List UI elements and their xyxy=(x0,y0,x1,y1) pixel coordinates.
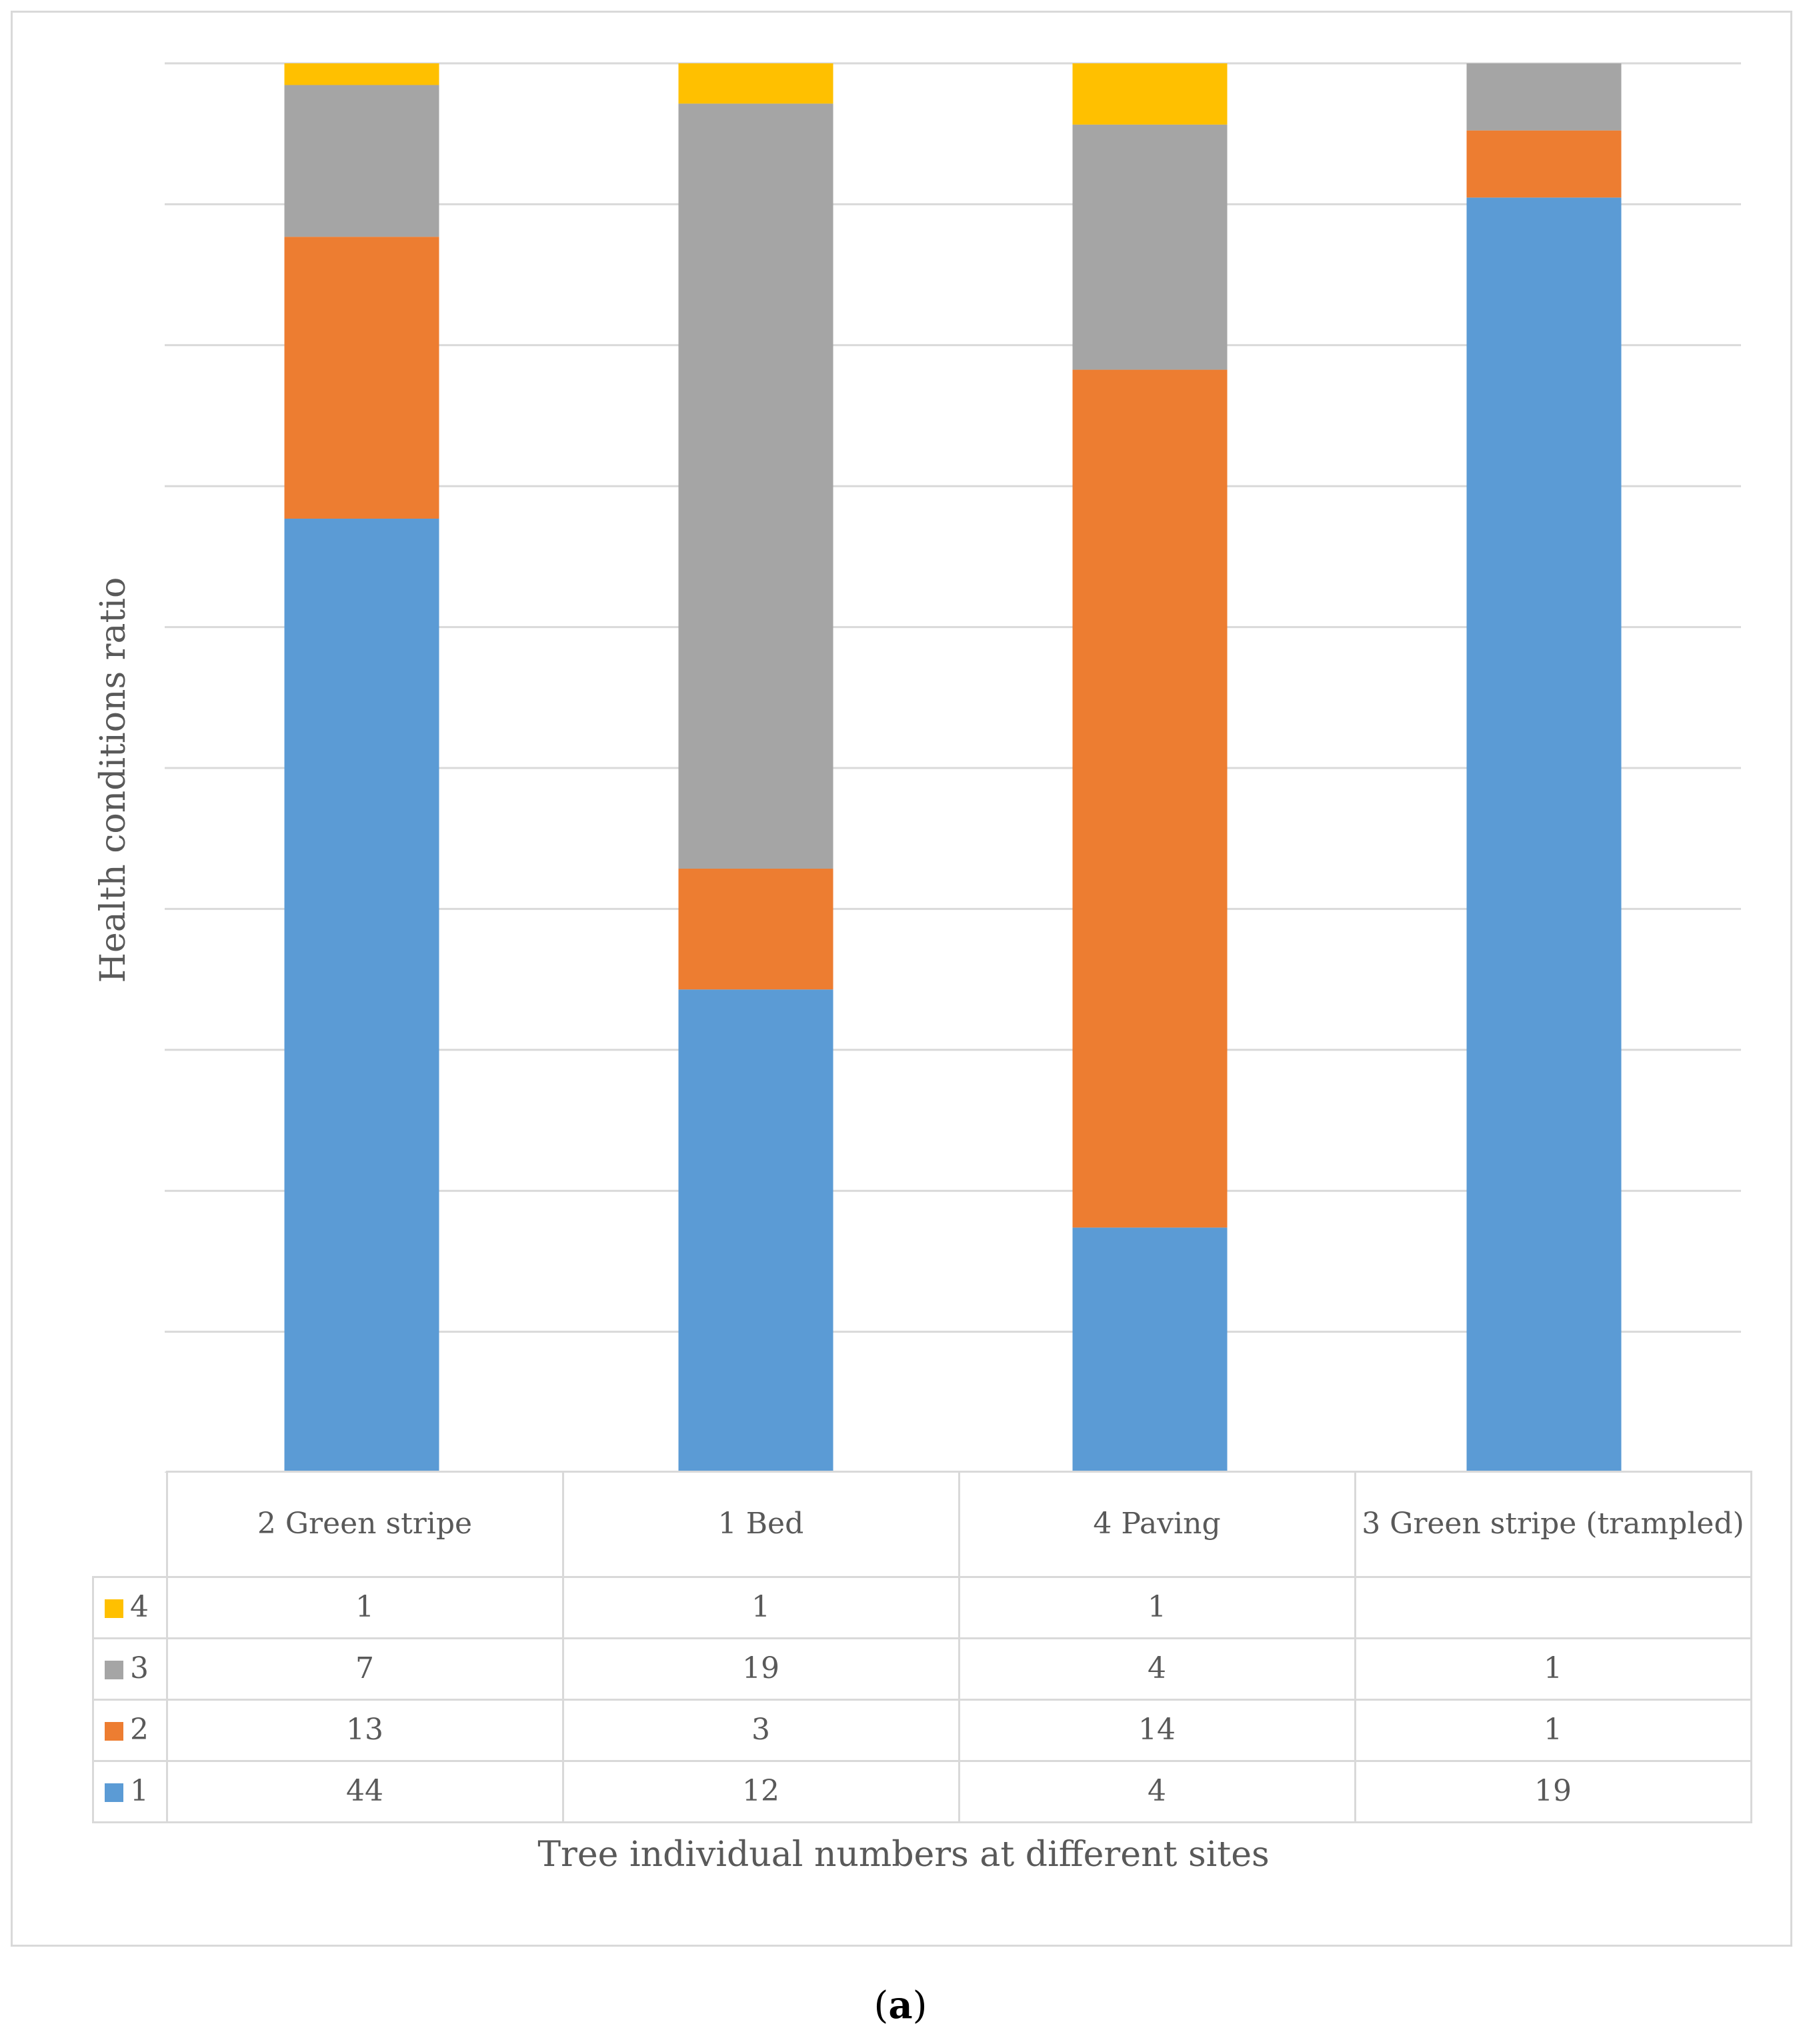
table-cell: 12 xyxy=(561,1760,960,1823)
legend-label: 2 xyxy=(130,1713,149,1747)
legend-label: 4 xyxy=(130,1590,149,1625)
table-header-cell: 1 Bed xyxy=(561,1471,960,1578)
table-cell: 14 xyxy=(958,1699,1356,1762)
table-header-cell: 3 Green stripe (trampled) xyxy=(1354,1471,1752,1578)
plot-area xyxy=(165,62,1741,1473)
table-cell xyxy=(1354,1576,1752,1639)
x-axis-label: Tree individual numbers at different sit… xyxy=(537,1835,1270,1875)
legend-label: 1 xyxy=(130,1774,149,1809)
legend-swatch xyxy=(105,1661,123,1680)
legend-swatch xyxy=(105,1599,123,1619)
table-cell: 19 xyxy=(1354,1760,1752,1823)
caption-letter: a xyxy=(888,1983,913,2027)
table-cell: 1 xyxy=(958,1576,1356,1639)
legend-label: 3 xyxy=(130,1651,149,1686)
legend-entry: 4 xyxy=(92,1576,168,1639)
y-axis-label: Health conditions ratio xyxy=(93,577,133,983)
bar-segment-3-series-3 xyxy=(1466,63,1622,131)
table-row: 1 44 12 4 19 xyxy=(92,1760,1752,1823)
legend-swatch xyxy=(105,1783,123,1803)
legend-swatch xyxy=(105,1722,123,1741)
table-header-row: 2 Green stripe 1 Bed 4 Paving 3 Green strip… xyxy=(93,1471,1752,1578)
figure-caption: (a) xyxy=(0,1983,1801,2027)
legend-entry: 1 xyxy=(92,1760,168,1823)
caption-close: ) xyxy=(912,1984,928,2027)
legend-entry: 2 xyxy=(92,1699,168,1762)
table-cell: 1 xyxy=(561,1576,960,1639)
bar-segment-2-series-4 xyxy=(1072,63,1228,125)
table-cell: 3 xyxy=(561,1699,960,1762)
bar-segment-3-series-2 xyxy=(1466,130,1622,198)
table-cell: 44 xyxy=(165,1760,564,1823)
table-cell: 4 xyxy=(958,1760,1356,1823)
bar-segment-0-series-2 xyxy=(284,237,439,519)
legend-entry: 3 xyxy=(92,1637,168,1701)
bar-segment-0-series-4 xyxy=(284,63,439,85)
table-body: 4 1 1 1 3 7 19 4 1 2 13 3 14 1 1 44 12 4 19 xyxy=(92,1576,1752,1823)
table-cell: 4 xyxy=(958,1637,1356,1701)
bar-segment-0-series-3 xyxy=(284,85,439,237)
table-header-cell: 4 Paving xyxy=(958,1471,1356,1578)
caption-open: ( xyxy=(873,1984,889,2027)
table-corner xyxy=(93,1471,168,1577)
bar-segment-1-series-3 xyxy=(678,103,833,869)
bar-segment-2-series-2 xyxy=(1072,369,1228,1228)
bar-segment-1-series-1 xyxy=(678,989,833,1473)
bar-segment-2-series-1 xyxy=(1072,1227,1228,1473)
data-table: 2 Green stripe 1 Bed 4 Paving 3 Green strip… xyxy=(92,1471,1752,1823)
bar-segment-0-series-1 xyxy=(284,518,439,1473)
table-cell: 1 xyxy=(165,1576,564,1639)
table-cell: 13 xyxy=(165,1699,564,1762)
table-cell: 1 xyxy=(1354,1637,1752,1701)
table-cell: 19 xyxy=(561,1637,960,1701)
table-row: 2 13 3 14 1 xyxy=(92,1699,1752,1762)
bar-segment-2-series-3 xyxy=(1072,124,1228,370)
table-header-cell: 2 Green stripe xyxy=(165,1471,564,1578)
bar-segment-1-series-4 xyxy=(678,63,833,104)
table-row: 3 7 19 4 1 xyxy=(92,1637,1752,1701)
table-cell: 7 xyxy=(165,1637,564,1701)
chart-frame: Health conditions ratio 2 Green stripe 1 … xyxy=(11,11,1792,1947)
bar-segment-1-series-2 xyxy=(678,869,833,990)
table-cell: 1 xyxy=(1354,1699,1752,1762)
bar-segment-3-series-1 xyxy=(1466,197,1622,1473)
